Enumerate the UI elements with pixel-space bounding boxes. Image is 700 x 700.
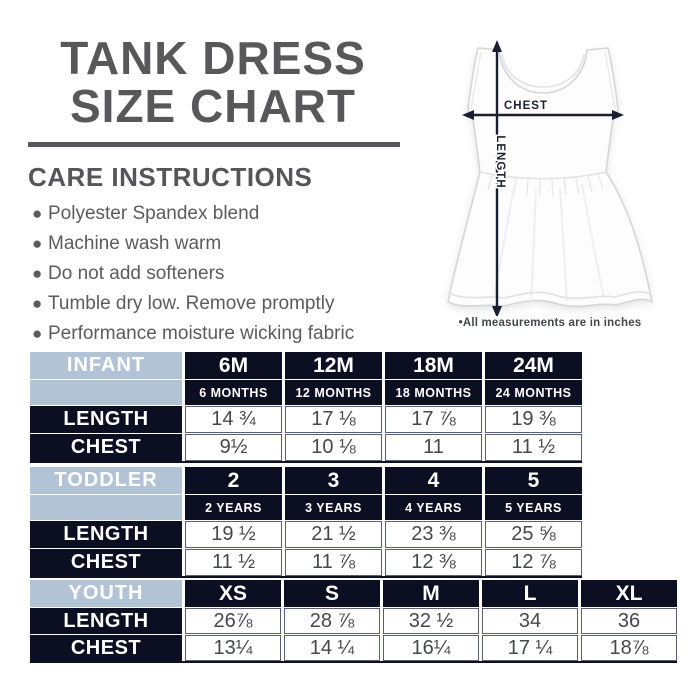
- size-column-header: XS: [185, 580, 281, 607]
- dress-measurement-figure: CHEST LENGTH •All measurements are in in…: [436, 14, 664, 329]
- size-value-cell: 9½: [185, 434, 282, 461]
- care-item-text: Performance moisture wicking fabric: [48, 323, 355, 344]
- size-column-subheader: 5 YEARS: [485, 495, 582, 520]
- bullet-icon: ●: [32, 234, 43, 253]
- bullet-icon: ●: [32, 294, 43, 313]
- row-label: LENGTH: [30, 521, 182, 548]
- size-column-header: 24M: [485, 352, 582, 379]
- size-column-header: 3: [285, 467, 382, 494]
- size-value-cell: 17 ⅛: [285, 406, 382, 433]
- dress-silhouette: [447, 47, 653, 308]
- size-value-cell: 14 ¾: [185, 406, 282, 433]
- size-value-cell: 26⅞: [185, 608, 281, 634]
- size-column-subheader: 18 MONTHS: [385, 380, 482, 405]
- size-table-toddler: TODDLER 2 3 4 5 2 YEARS 3 YEARS 4 YEARS 5 YEARS L…: [30, 467, 582, 578]
- armhole-binding-right: [604, 51, 616, 110]
- size-column-header: S: [284, 580, 380, 607]
- measurement-note: •All measurements are in inches: [458, 317, 642, 329]
- care-item-text: Tumble dry low. Remove promptly: [48, 293, 335, 314]
- size-value-cell: 19 ⅜: [485, 406, 582, 433]
- care-instructions-list: ● Polyester Spandex blend ● Machine wash…: [32, 199, 432, 349]
- size-column-header: XL: [581, 580, 677, 607]
- table-group-label: INFANT: [30, 352, 182, 379]
- length-arrow: [492, 40, 502, 316]
- size-column-header: 6M: [185, 352, 282, 379]
- size-value-cell: 14 ¼: [284, 635, 380, 661]
- size-value-cell: 11 ½: [185, 549, 282, 576]
- size-value-cell: 17 ⅞: [385, 406, 482, 433]
- waist-seam: [479, 171, 607, 180]
- size-value-cell: 16¼: [383, 635, 479, 661]
- size-value-cell: 11: [385, 434, 482, 461]
- size-value-cell: 11 ½: [485, 434, 582, 461]
- size-value-cell: 19 ½: [185, 521, 282, 548]
- size-column-header: 4: [385, 467, 482, 494]
- title-line-2: SIZE CHART: [70, 80, 356, 132]
- size-value-cell: 23 ⅜: [385, 521, 482, 548]
- size-value-cell: 17 ¼: [482, 635, 578, 661]
- row-label: CHEST: [30, 635, 182, 661]
- bullet-icon: ●: [32, 204, 43, 223]
- row-label: CHEST: [30, 549, 182, 576]
- size-value-cell: 11 ⅞: [285, 549, 382, 576]
- size-column-subheader: 12 MONTHS: [285, 380, 382, 405]
- size-column-subheader: 6 MONTHS: [185, 380, 282, 405]
- bullet-icon: ●: [32, 324, 43, 343]
- chest-label: CHEST: [504, 100, 548, 112]
- size-value-cell: 18⅞: [581, 635, 677, 661]
- size-column-header: 5: [485, 467, 582, 494]
- table-group-label: YOUTH: [30, 580, 182, 607]
- care-item: ● Tumble dry low. Remove promptly: [32, 289, 432, 319]
- size-column-header: 12M: [285, 352, 382, 379]
- table-group-fill: [30, 495, 182, 520]
- row-label: CHEST: [30, 434, 182, 461]
- length-label: LENGTH: [494, 135, 506, 188]
- size-value-cell: 13¼: [185, 635, 281, 661]
- size-column-subheader: 2 YEARS: [185, 495, 282, 520]
- size-column-subheader: 24 MONTHS: [485, 380, 582, 405]
- size-column-header: L: [482, 580, 578, 607]
- neckline-binding: [501, 53, 585, 88]
- skirt-gathers: [487, 173, 604, 197]
- size-value-cell: 21 ½: [285, 521, 382, 548]
- care-item: ● Do not add softeners: [32, 259, 432, 289]
- size-value-cell: 10 ⅛: [285, 434, 382, 461]
- size-table-youth: YOUTH XS S M L XL LENGTH 26⅞ 28 ⅞ 32 ½ 34 36 CHEST 13…: [30, 580, 677, 663]
- care-item-text: Do not add softeners: [48, 263, 225, 284]
- chest-arrow: [462, 110, 624, 120]
- size-column-subheader: 4 YEARS: [385, 495, 482, 520]
- size-column-header: 2: [185, 467, 282, 494]
- size-column-subheader: 3 YEARS: [285, 495, 382, 520]
- size-value-cell: 32 ½: [383, 608, 479, 634]
- size-value-cell: 34: [482, 608, 578, 634]
- size-value-cell: 12 ⅜: [385, 549, 482, 576]
- size-column-header: 18M: [385, 352, 482, 379]
- care-instructions-heading: CARE INSTRUCTIONS: [28, 162, 313, 192]
- row-label: LENGTH: [30, 406, 182, 433]
- table-group-label: TODDLER: [30, 467, 182, 494]
- dress-graphic: CHEST LENGTH: [447, 40, 653, 316]
- care-item: ● Polyester Spandex blend: [32, 199, 432, 229]
- size-value-cell: 36: [581, 608, 677, 634]
- size-value-cell: 28 ⅞: [284, 608, 380, 634]
- size-table-infant: INFANT 6M 12M 18M 24M 6 MONTHS 12 MONTHS 18 MON…: [30, 352, 582, 463]
- row-label: LENGTH: [30, 608, 182, 634]
- armhole-binding-left: [470, 51, 482, 110]
- care-item-text: Polyester Spandex blend: [48, 203, 260, 224]
- title-underline: [28, 142, 400, 147]
- size-column-header: M: [383, 580, 479, 607]
- table-group-fill: [30, 380, 182, 405]
- care-item: ● Machine wash warm: [32, 229, 432, 259]
- size-value-cell: 25 ⅝: [485, 521, 582, 548]
- size-value-cell: 12 ⅞: [485, 549, 582, 576]
- care-item: ● Performance moisture wicking fabric: [32, 319, 432, 349]
- care-item-text: Machine wash warm: [48, 233, 222, 254]
- bullet-icon: ●: [32, 264, 43, 283]
- title-line-1: TANK DRESS: [60, 32, 366, 84]
- page-title: TANK DRESS SIZE CHART: [18, 34, 408, 130]
- hem-band: [450, 291, 650, 300]
